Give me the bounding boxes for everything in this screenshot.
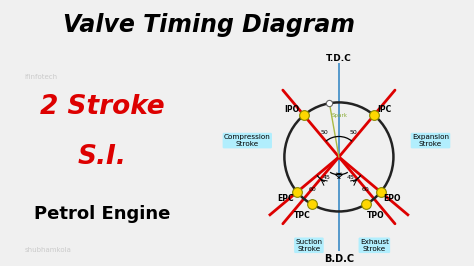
Text: 50: 50	[350, 130, 357, 135]
Text: B.D.C: B.D.C	[324, 254, 354, 264]
Text: 45: 45	[323, 175, 331, 180]
Text: 60: 60	[361, 187, 369, 192]
Text: Expansion
Stroke: Expansion Stroke	[412, 134, 449, 147]
Text: 50: 50	[320, 130, 328, 135]
Text: Spark: Spark	[332, 113, 348, 118]
Text: Suction
Stroke: Suction Stroke	[295, 239, 322, 252]
Text: T.D.C: T.D.C	[326, 54, 352, 63]
Text: ifinfotech: ifinfotech	[25, 74, 57, 80]
Text: Petrol Engine: Petrol Engine	[34, 205, 170, 223]
Text: EPC: EPC	[277, 194, 293, 203]
Text: shubhamkola: shubhamkola	[25, 247, 71, 253]
Text: 45: 45	[347, 175, 355, 180]
Text: 2 Stroke: 2 Stroke	[40, 94, 164, 120]
Text: Exhaust
Stroke: Exhaust Stroke	[360, 239, 389, 252]
Text: Compression
Stroke: Compression Stroke	[224, 134, 271, 147]
Text: IPO: IPO	[284, 105, 300, 114]
Text: TPC: TPC	[293, 211, 310, 219]
Text: 60: 60	[309, 187, 317, 192]
Text: EPO: EPO	[383, 194, 401, 203]
Text: IPC: IPC	[378, 105, 392, 114]
Text: S.I.: S.I.	[77, 144, 127, 170]
Text: Valve Timing Diagram: Valve Timing Diagram	[63, 13, 355, 37]
Text: TPO: TPO	[367, 211, 385, 219]
